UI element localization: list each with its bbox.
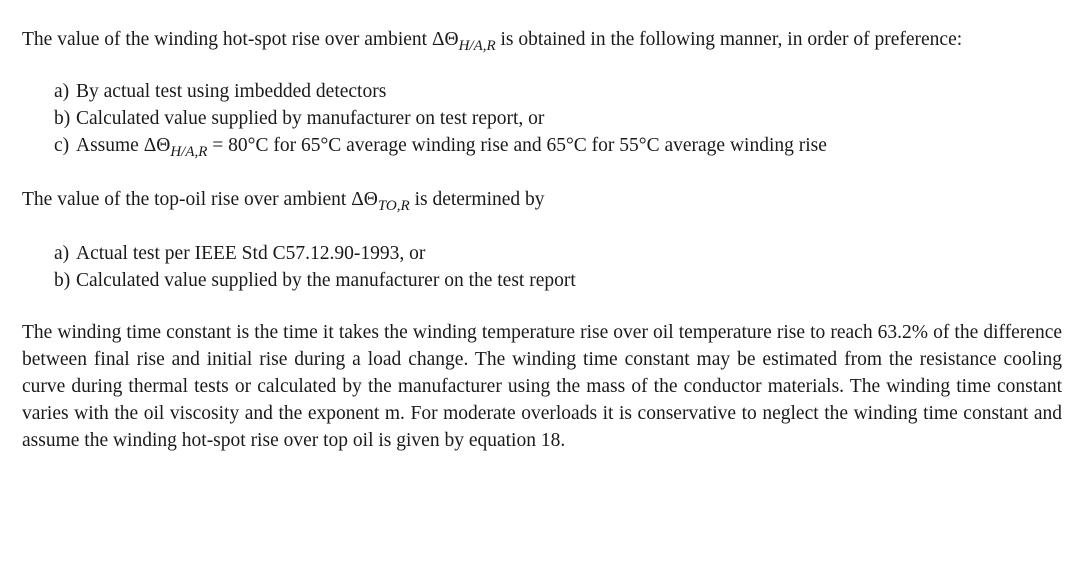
text: Assume ΔΘ xyxy=(76,135,171,156)
text: The value of the top-oil rise over ambie… xyxy=(22,189,378,210)
subscript: H/A,R xyxy=(458,38,496,54)
list-item: b) Calculated value supplied by the manuf… xyxy=(22,267,1062,294)
list-marker: b) xyxy=(54,270,71,291)
subscript: H/A,R xyxy=(170,144,208,160)
list-item: b) Calculated value supplied by manufactu… xyxy=(22,105,1062,132)
paragraph-winding-time-constant: The winding time constant is the time it… xyxy=(22,322,1062,451)
list-top-oil-methods: a) Actual test per IEEE Std C57.12.90-199… xyxy=(22,240,1062,294)
document-page: The value of the winding hot-spot rise o… xyxy=(22,0,1062,454)
list-item: a) Actual test per IEEE Std C57.12.90-199… xyxy=(22,240,1062,267)
list-text: Calculated value supplied by manufacture… xyxy=(76,108,545,129)
list-text: Calculated value supplied by the manufac… xyxy=(76,270,576,291)
text: = 80°C for 65°C average winding rise and… xyxy=(207,135,827,156)
list-text: By actual test using imbedded detectors xyxy=(76,81,387,102)
list-text: Actual test per IEEE Std C57.12.90-1993,… xyxy=(76,243,426,264)
list-marker: c) xyxy=(54,135,70,156)
subscript: TO,R xyxy=(377,198,410,214)
list-hotspot-methods: a) By actual test using imbedded detector… xyxy=(22,78,1062,160)
list-text: Assume ΔΘH/A,R = 80°C for 65°C average w… xyxy=(76,132,827,160)
list-marker: a) xyxy=(54,81,70,102)
list-marker: b) xyxy=(54,108,71,129)
paragraph-top-oil-rise: The value of the top-oil rise over ambie… xyxy=(22,186,1062,214)
paragraph-hotspot-rise: The value of the winding hot-spot rise o… xyxy=(22,26,1062,54)
text: is determined by xyxy=(409,189,545,210)
list-item: c) Assume ΔΘH/A,R = 80°C for 65°C average… xyxy=(22,132,1062,160)
text: is obtained in the following manner, in … xyxy=(495,29,963,50)
list-marker: a) xyxy=(54,243,70,264)
list-item: a) By actual test using imbedded detector… xyxy=(22,78,1062,105)
text: The value of the winding hot-spot rise o… xyxy=(22,29,459,50)
